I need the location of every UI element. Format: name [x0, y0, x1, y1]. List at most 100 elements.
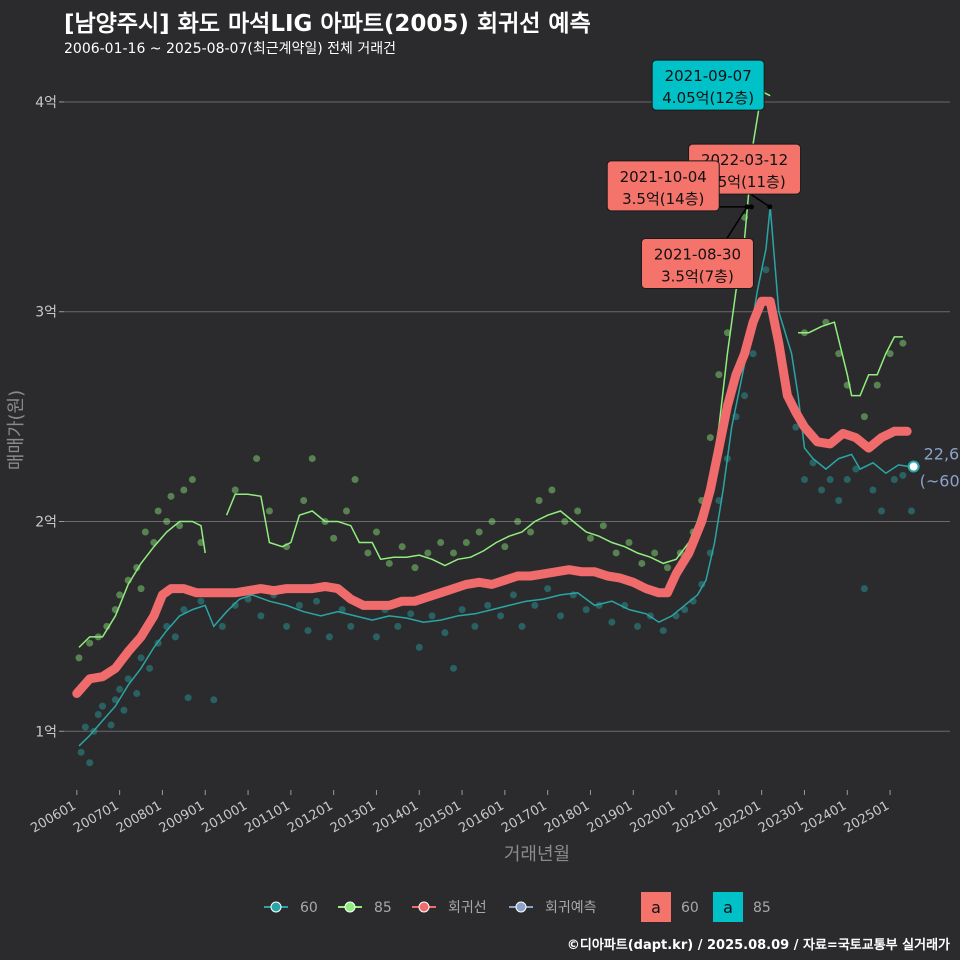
point-60: [184, 694, 192, 702]
legend-label-glyph: a: [651, 898, 661, 917]
point-85: [548, 486, 556, 494]
point-85: [137, 585, 145, 593]
annotation-box: [640, 237, 754, 289]
point-60: [428, 612, 436, 620]
point-60: [449, 664, 457, 672]
point-60: [869, 486, 877, 494]
annotation-date: 2022-03-12: [701, 151, 788, 169]
point-85: [265, 507, 273, 515]
point-60: [325, 633, 333, 641]
point-60: [890, 476, 898, 484]
legend-marker: [515, 901, 527, 913]
point-85: [176, 522, 184, 530]
source-caption: ©디아파트(dapt.kr) / 2025.08.09 / 자료=국토교통부 실…: [566, 938, 950, 953]
point-85: [300, 497, 308, 505]
point-85: [154, 507, 162, 515]
point-60: [441, 629, 449, 637]
annotation-point: [744, 204, 750, 210]
point-60: [741, 392, 749, 400]
x-tick-label: 201901: [585, 798, 635, 836]
y-tick-label: 2억: [35, 514, 57, 530]
point-85: [231, 486, 239, 494]
point-85: [706, 434, 714, 442]
point-85: [364, 549, 372, 557]
point-85: [664, 564, 672, 572]
point-85: [449, 549, 457, 557]
point-60: [146, 664, 154, 672]
annotation-date: 2021-08-30: [654, 245, 741, 263]
point-60: [116, 685, 124, 693]
series-line-85: [78, 520, 206, 648]
point-60: [347, 622, 355, 630]
x-tick-label: 201001: [200, 798, 250, 836]
point-60: [81, 723, 89, 731]
x-tick-label: 201201: [285, 798, 335, 836]
point-60: [899, 471, 907, 479]
point-60: [107, 721, 115, 729]
point-60: [94, 710, 102, 718]
annotation-box: [606, 160, 720, 212]
x-axis-title: 거래년월: [504, 844, 570, 865]
point-85: [330, 534, 338, 542]
point-85: [638, 559, 646, 567]
point-85: [625, 538, 633, 546]
point-60: [338, 606, 346, 614]
point-60: [878, 507, 886, 515]
legend-label: 60: [681, 900, 699, 916]
forecast-value-label: 22,620: [924, 445, 960, 464]
point-85: [424, 549, 432, 557]
point-60: [295, 601, 303, 609]
point-85: [372, 528, 380, 536]
forecast-point: [907, 460, 920, 473]
point-60: [681, 606, 689, 614]
point-85: [437, 538, 445, 546]
legend-marker: [270, 901, 282, 913]
point-85: [86, 639, 94, 647]
point-60: [826, 476, 834, 484]
point-85: [188, 476, 196, 484]
point-85: [342, 507, 350, 515]
point-85: [141, 528, 149, 536]
point-60: [608, 618, 616, 626]
point-60: [415, 643, 423, 651]
point-60: [394, 622, 402, 630]
point-60: [835, 497, 843, 505]
point-85: [873, 381, 881, 389]
point-85: [527, 528, 535, 536]
x-tick-label: 200701: [71, 798, 121, 836]
point-85: [886, 350, 894, 358]
point-60: [218, 622, 226, 630]
x-tick-label: 202301: [756, 798, 806, 836]
x-tick-label: 200801: [114, 798, 164, 836]
point-60: [800, 476, 808, 484]
point-60: [907, 507, 915, 515]
point-85: [651, 549, 659, 557]
point-85: [501, 543, 509, 551]
forecast-area-label: (~60㎡): [920, 472, 960, 491]
point-85: [167, 492, 175, 500]
point-60: [634, 622, 642, 630]
point-60: [257, 612, 265, 620]
point-85: [561, 517, 569, 525]
point-85: [586, 534, 594, 542]
point-60: [818, 486, 826, 494]
annotation-value: 3.5억(11층): [703, 173, 785, 191]
point-60: [86, 759, 94, 767]
point-85: [253, 455, 261, 463]
point-60: [304, 627, 312, 635]
legend-label: 85: [753, 900, 771, 916]
point-60: [180, 606, 188, 614]
x-tick-label: 201401: [371, 798, 421, 836]
point-60: [471, 622, 479, 630]
legend-label-swatch: [641, 892, 671, 922]
point-60: [544, 585, 552, 593]
annotation-value: 3.5억(7층): [661, 267, 734, 285]
x-tick-label: 202101: [670, 798, 720, 836]
point-85: [462, 538, 470, 546]
point-60: [582, 606, 590, 614]
legend-label: 60: [300, 900, 318, 916]
point-85: [116, 591, 124, 599]
point-60: [792, 423, 800, 431]
annotation-point: [748, 204, 754, 210]
